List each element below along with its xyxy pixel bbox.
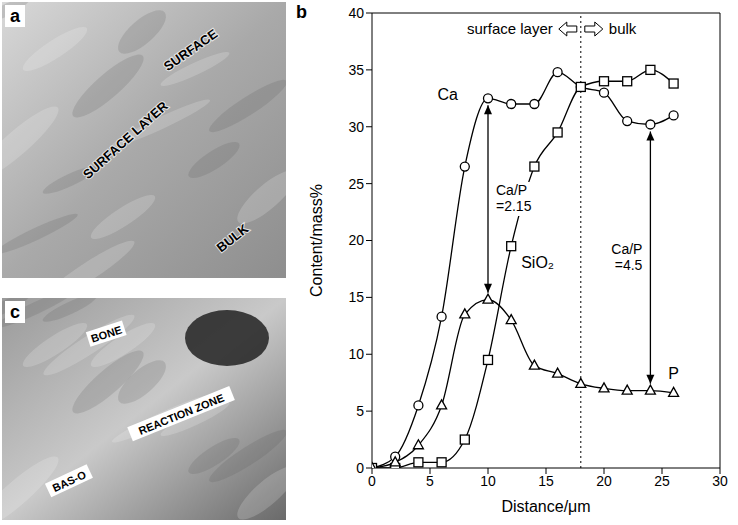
svg-text:10: 10: [480, 473, 496, 489]
svg-text:REACTION ZONE: REACTION ZONE: [137, 392, 226, 437]
svg-text:Content/mass%: Content/mass%: [308, 184, 325, 297]
svg-text:15: 15: [348, 289, 364, 305]
svg-text:30: 30: [712, 473, 728, 489]
svg-text:bulk: bulk: [609, 20, 637, 37]
svg-text:BAS-O: BAS-O: [51, 468, 89, 494]
svg-text:15: 15: [538, 473, 554, 489]
svg-text:P: P: [668, 365, 679, 382]
svg-text:BULK: BULK: [214, 221, 252, 255]
svg-text:SURFACE LAYER: SURFACE LAYER: [80, 98, 171, 182]
svg-text:a: a: [10, 6, 21, 26]
svg-text:=2.15: =2.15: [496, 198, 532, 214]
svg-text:0: 0: [368, 473, 376, 489]
svg-text:20: 20: [596, 473, 612, 489]
svg-text:25: 25: [348, 176, 364, 192]
svg-text:10: 10: [348, 346, 364, 362]
svg-text:5: 5: [356, 403, 364, 419]
svg-text:20: 20: [348, 232, 364, 248]
svg-text:0: 0: [356, 460, 364, 476]
svg-text:SURFACE: SURFACE: [161, 26, 221, 74]
svg-text:5: 5: [426, 473, 434, 489]
svg-text:Ca/P: Ca/P: [611, 241, 642, 257]
svg-text:40: 40: [348, 5, 364, 21]
svg-text:surface layer: surface layer: [467, 20, 553, 37]
svg-text:30: 30: [348, 119, 364, 135]
svg-text:Distance/μm: Distance/μm: [501, 498, 590, 515]
svg-text:BONE: BONE: [89, 323, 123, 344]
svg-text:Ca: Ca: [438, 86, 459, 103]
svg-text:c: c: [10, 302, 20, 322]
svg-text:=4.5: =4.5: [615, 257, 643, 273]
html-text:b: b: [296, 2, 307, 22]
svg-text:25: 25: [654, 473, 670, 489]
svg-text:35: 35: [348, 62, 364, 78]
svg-text:SiO₂: SiO₂: [521, 254, 554, 271]
svg-text:Ca/P: Ca/P: [496, 182, 527, 198]
